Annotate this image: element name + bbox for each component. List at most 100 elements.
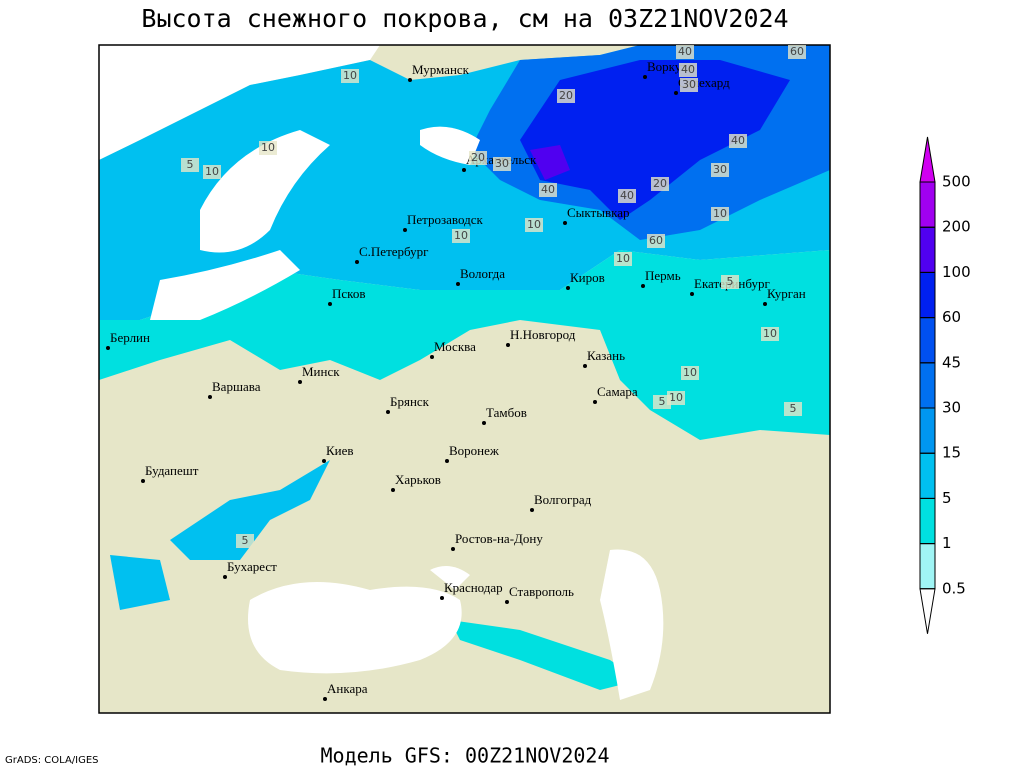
contour-label: 10 bbox=[669, 391, 683, 404]
city-dot bbox=[506, 343, 510, 347]
contour-label: 5 bbox=[187, 158, 194, 171]
city-dot bbox=[141, 479, 145, 483]
colorbar-segment bbox=[919, 271, 936, 319]
contour-label-box bbox=[203, 165, 221, 179]
city-label: Курган bbox=[767, 286, 806, 301]
snow-deepest bbox=[530, 145, 570, 180]
colorbar-label: 500 bbox=[942, 173, 971, 191]
city-dot bbox=[403, 228, 407, 232]
city-label: Воронеж bbox=[449, 443, 500, 458]
contour-label: 30 bbox=[495, 157, 509, 170]
city-label: Псков bbox=[332, 286, 365, 301]
city-dot bbox=[298, 380, 302, 384]
contour-label: 40 bbox=[620, 189, 634, 202]
city-dot bbox=[530, 508, 534, 512]
contour-label: 5 bbox=[242, 534, 249, 547]
city-label: Сыктывкар bbox=[567, 205, 630, 220]
contour-label: 10 bbox=[763, 327, 777, 340]
contour-label-box bbox=[667, 391, 685, 405]
city-dot bbox=[445, 459, 449, 463]
city-label: Вологда bbox=[460, 266, 505, 281]
city-dot bbox=[408, 78, 412, 82]
contour-label-box bbox=[679, 63, 697, 77]
colorbar-cap-top bbox=[919, 136, 936, 183]
contour-label: 20 bbox=[653, 177, 667, 190]
city-dot bbox=[456, 282, 460, 286]
city-dot bbox=[563, 221, 567, 225]
city-label: Минск bbox=[302, 364, 340, 379]
contour-label: 30 bbox=[713, 163, 727, 176]
city-dot bbox=[462, 168, 466, 172]
city-label: Ставрополь bbox=[509, 584, 574, 599]
city-dot bbox=[674, 91, 678, 95]
city-dot bbox=[322, 459, 326, 463]
city-label: Краснодар bbox=[444, 580, 503, 595]
city-label: Брянск bbox=[390, 394, 430, 409]
contour-label-box bbox=[614, 252, 632, 266]
city-label: Берлин bbox=[110, 330, 150, 345]
contour-label-box bbox=[452, 229, 470, 243]
city-dot bbox=[593, 400, 597, 404]
city-dot bbox=[763, 302, 767, 306]
black-sea bbox=[248, 582, 462, 674]
city-dot bbox=[208, 395, 212, 399]
contour-label-box bbox=[557, 89, 575, 103]
colorbar-label: 30 bbox=[942, 399, 961, 417]
city-dot bbox=[440, 596, 444, 600]
map-frame bbox=[98, 44, 831, 714]
contour-label-box bbox=[236, 534, 254, 548]
city-label: Анкара bbox=[327, 681, 368, 696]
baltic-sea bbox=[200, 130, 330, 253]
city-dot bbox=[430, 355, 434, 359]
contour-label: 10 bbox=[454, 229, 468, 242]
colorbar-segment bbox=[919, 497, 936, 545]
city-label: Москва bbox=[434, 339, 476, 354]
caspian-sea bbox=[600, 549, 664, 700]
colorbar-label: 1 bbox=[942, 534, 952, 552]
city-dot bbox=[566, 286, 570, 290]
city-dot bbox=[323, 697, 327, 701]
contour-label-box bbox=[676, 45, 694, 59]
contour-label-box bbox=[721, 275, 739, 289]
contour-label: 40 bbox=[681, 63, 695, 76]
contour-label: 60 bbox=[790, 45, 804, 58]
city-dot bbox=[391, 488, 395, 492]
city-label: Пермь bbox=[645, 268, 681, 283]
snow-alps bbox=[110, 555, 170, 610]
contour-label: 5 bbox=[727, 275, 734, 288]
contour-label: 10 bbox=[713, 207, 727, 220]
contour-label-box bbox=[469, 151, 487, 165]
city-label: Харьков bbox=[395, 472, 441, 487]
city-label: Петрозаводск bbox=[407, 212, 483, 227]
contour-label-box bbox=[341, 69, 359, 83]
contour-label-box bbox=[711, 207, 729, 221]
snow-caucasus bbox=[450, 620, 640, 690]
city-label: Варшава bbox=[212, 379, 261, 394]
colorbar-label: 0.5 bbox=[942, 579, 966, 597]
city-label: Волгоград bbox=[534, 492, 592, 507]
city-label: Бухарест bbox=[227, 559, 277, 574]
colorbar-segment bbox=[919, 226, 936, 273]
colorbar-segment bbox=[919, 181, 936, 228]
city-dot bbox=[386, 410, 390, 414]
city-label: С.Петербург bbox=[359, 244, 428, 259]
colorbar-label: 15 bbox=[942, 444, 961, 462]
city-dot bbox=[505, 600, 509, 604]
azov-sea bbox=[430, 566, 470, 590]
credit: GrADS: COLA/IGES bbox=[5, 755, 99, 766]
contour-label-box bbox=[711, 163, 729, 177]
contour-label: 30 bbox=[682, 78, 696, 91]
contour-label-box bbox=[493, 157, 511, 171]
contour-label: 60 bbox=[649, 234, 663, 247]
contour-label: 10 bbox=[683, 366, 697, 379]
colorbar-label: 100 bbox=[942, 263, 971, 281]
contour-label-box bbox=[525, 218, 543, 232]
contour-label-box bbox=[259, 141, 277, 155]
colorbar-segment bbox=[919, 317, 936, 364]
map-title: Высота снежного покрова, см на 03Z21NOV2… bbox=[141, 4, 788, 33]
contour-label-box bbox=[788, 45, 806, 59]
city-dot bbox=[355, 260, 359, 264]
snow-mid bbox=[99, 250, 830, 440]
city-dot bbox=[223, 575, 227, 579]
contour-label-box bbox=[784, 402, 802, 416]
